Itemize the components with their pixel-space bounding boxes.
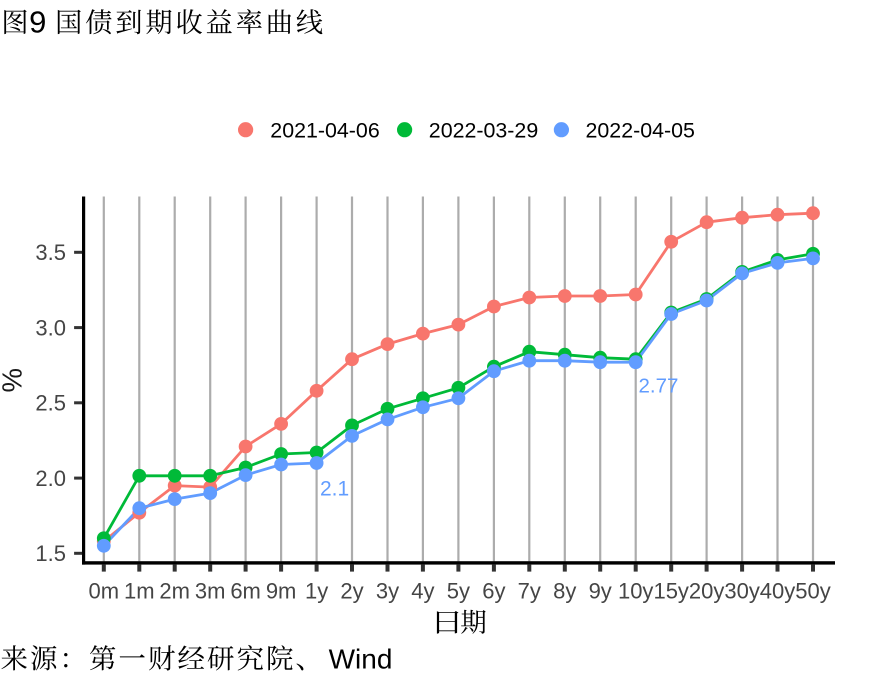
svg-text:30y: 30y [724,579,759,604]
svg-text:40y: 40y [760,579,795,604]
svg-text:50y: 50y [795,579,830,604]
svg-text:7y: 7y [518,579,541,604]
svg-text:3.0: 3.0 [35,316,66,341]
svg-text:8y: 8y [553,579,576,604]
svg-text:Wind: Wind [329,643,393,674]
svg-text:10y: 10y [618,579,653,604]
svg-text:2.5: 2.5 [35,391,66,416]
svg-text:6m: 6m [230,579,261,604]
svg-text:9y: 9y [589,579,612,604]
svg-text:2m: 2m [159,579,190,604]
svg-text:1y: 1y [305,579,328,604]
svg-text:6y: 6y [482,579,505,604]
svg-text:20y: 20y [689,579,724,604]
svg-text:0m: 0m [89,579,120,604]
svg-text:2021-04-06: 2021-04-06 [270,118,379,142]
svg-text:3.5: 3.5 [35,240,66,265]
svg-text:1m: 1m [124,579,155,604]
svg-text:3y: 3y [376,579,399,604]
svg-text:2.0: 2.0 [35,466,66,491]
svg-text:1.5: 1.5 [35,541,66,566]
svg-text:9m: 9m [266,579,297,604]
svg-text:4y: 4y [411,579,434,604]
svg-text:15y: 15y [653,579,688,604]
svg-text:2022-04-05: 2022-04-05 [586,118,695,142]
svg-text:5y: 5y [447,579,470,604]
svg-text:2.77: 2.77 [639,375,679,398]
svg-text:2.1: 2.1 [320,477,349,500]
svg-text:9: 9 [29,5,46,40]
svg-text:3m: 3m [195,579,226,604]
svg-text:2y: 2y [340,579,363,604]
svg-text:%: % [0,368,28,392]
svg-text:2022-03-29: 2022-03-29 [429,118,538,142]
